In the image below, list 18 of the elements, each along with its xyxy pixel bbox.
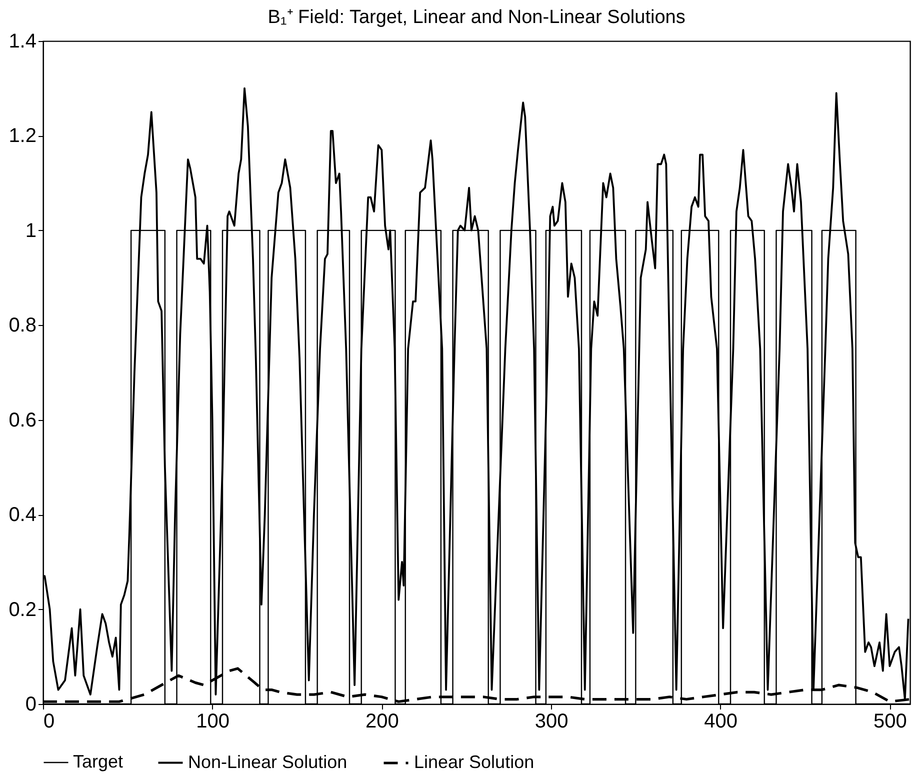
x-tick-label: 200 — [365, 710, 399, 732]
x-tick-label: 300 — [534, 710, 568, 732]
x-tick-label: 400 — [704, 710, 738, 732]
y-tick-label: 1.2 — [8, 125, 36, 148]
legend-label: Non-Linear Solution — [188, 752, 348, 772]
x-tick-label: 0 — [44, 710, 55, 732]
y-tick-label: 0.4 — [8, 504, 36, 526]
y-tick-label: 1 — [25, 220, 36, 242]
legend-label: Linear Solution — [414, 752, 534, 772]
x-tick-label: 100 — [196, 710, 230, 732]
y-tick-label: 1.4 — [8, 30, 36, 52]
y-tick-label: 0.8 — [8, 314, 36, 337]
x-tick-label: 500 — [873, 710, 907, 732]
y-tick-label: 0 — [25, 694, 36, 716]
legend-label: Target — [73, 752, 124, 772]
y-tick-label: 0.2 — [8, 598, 36, 621]
chart-title: B₁⁺ Field: Target, Linear and Non-Linear Solutions — [268, 7, 686, 28]
y-tick-label: 0.6 — [8, 409, 36, 432]
